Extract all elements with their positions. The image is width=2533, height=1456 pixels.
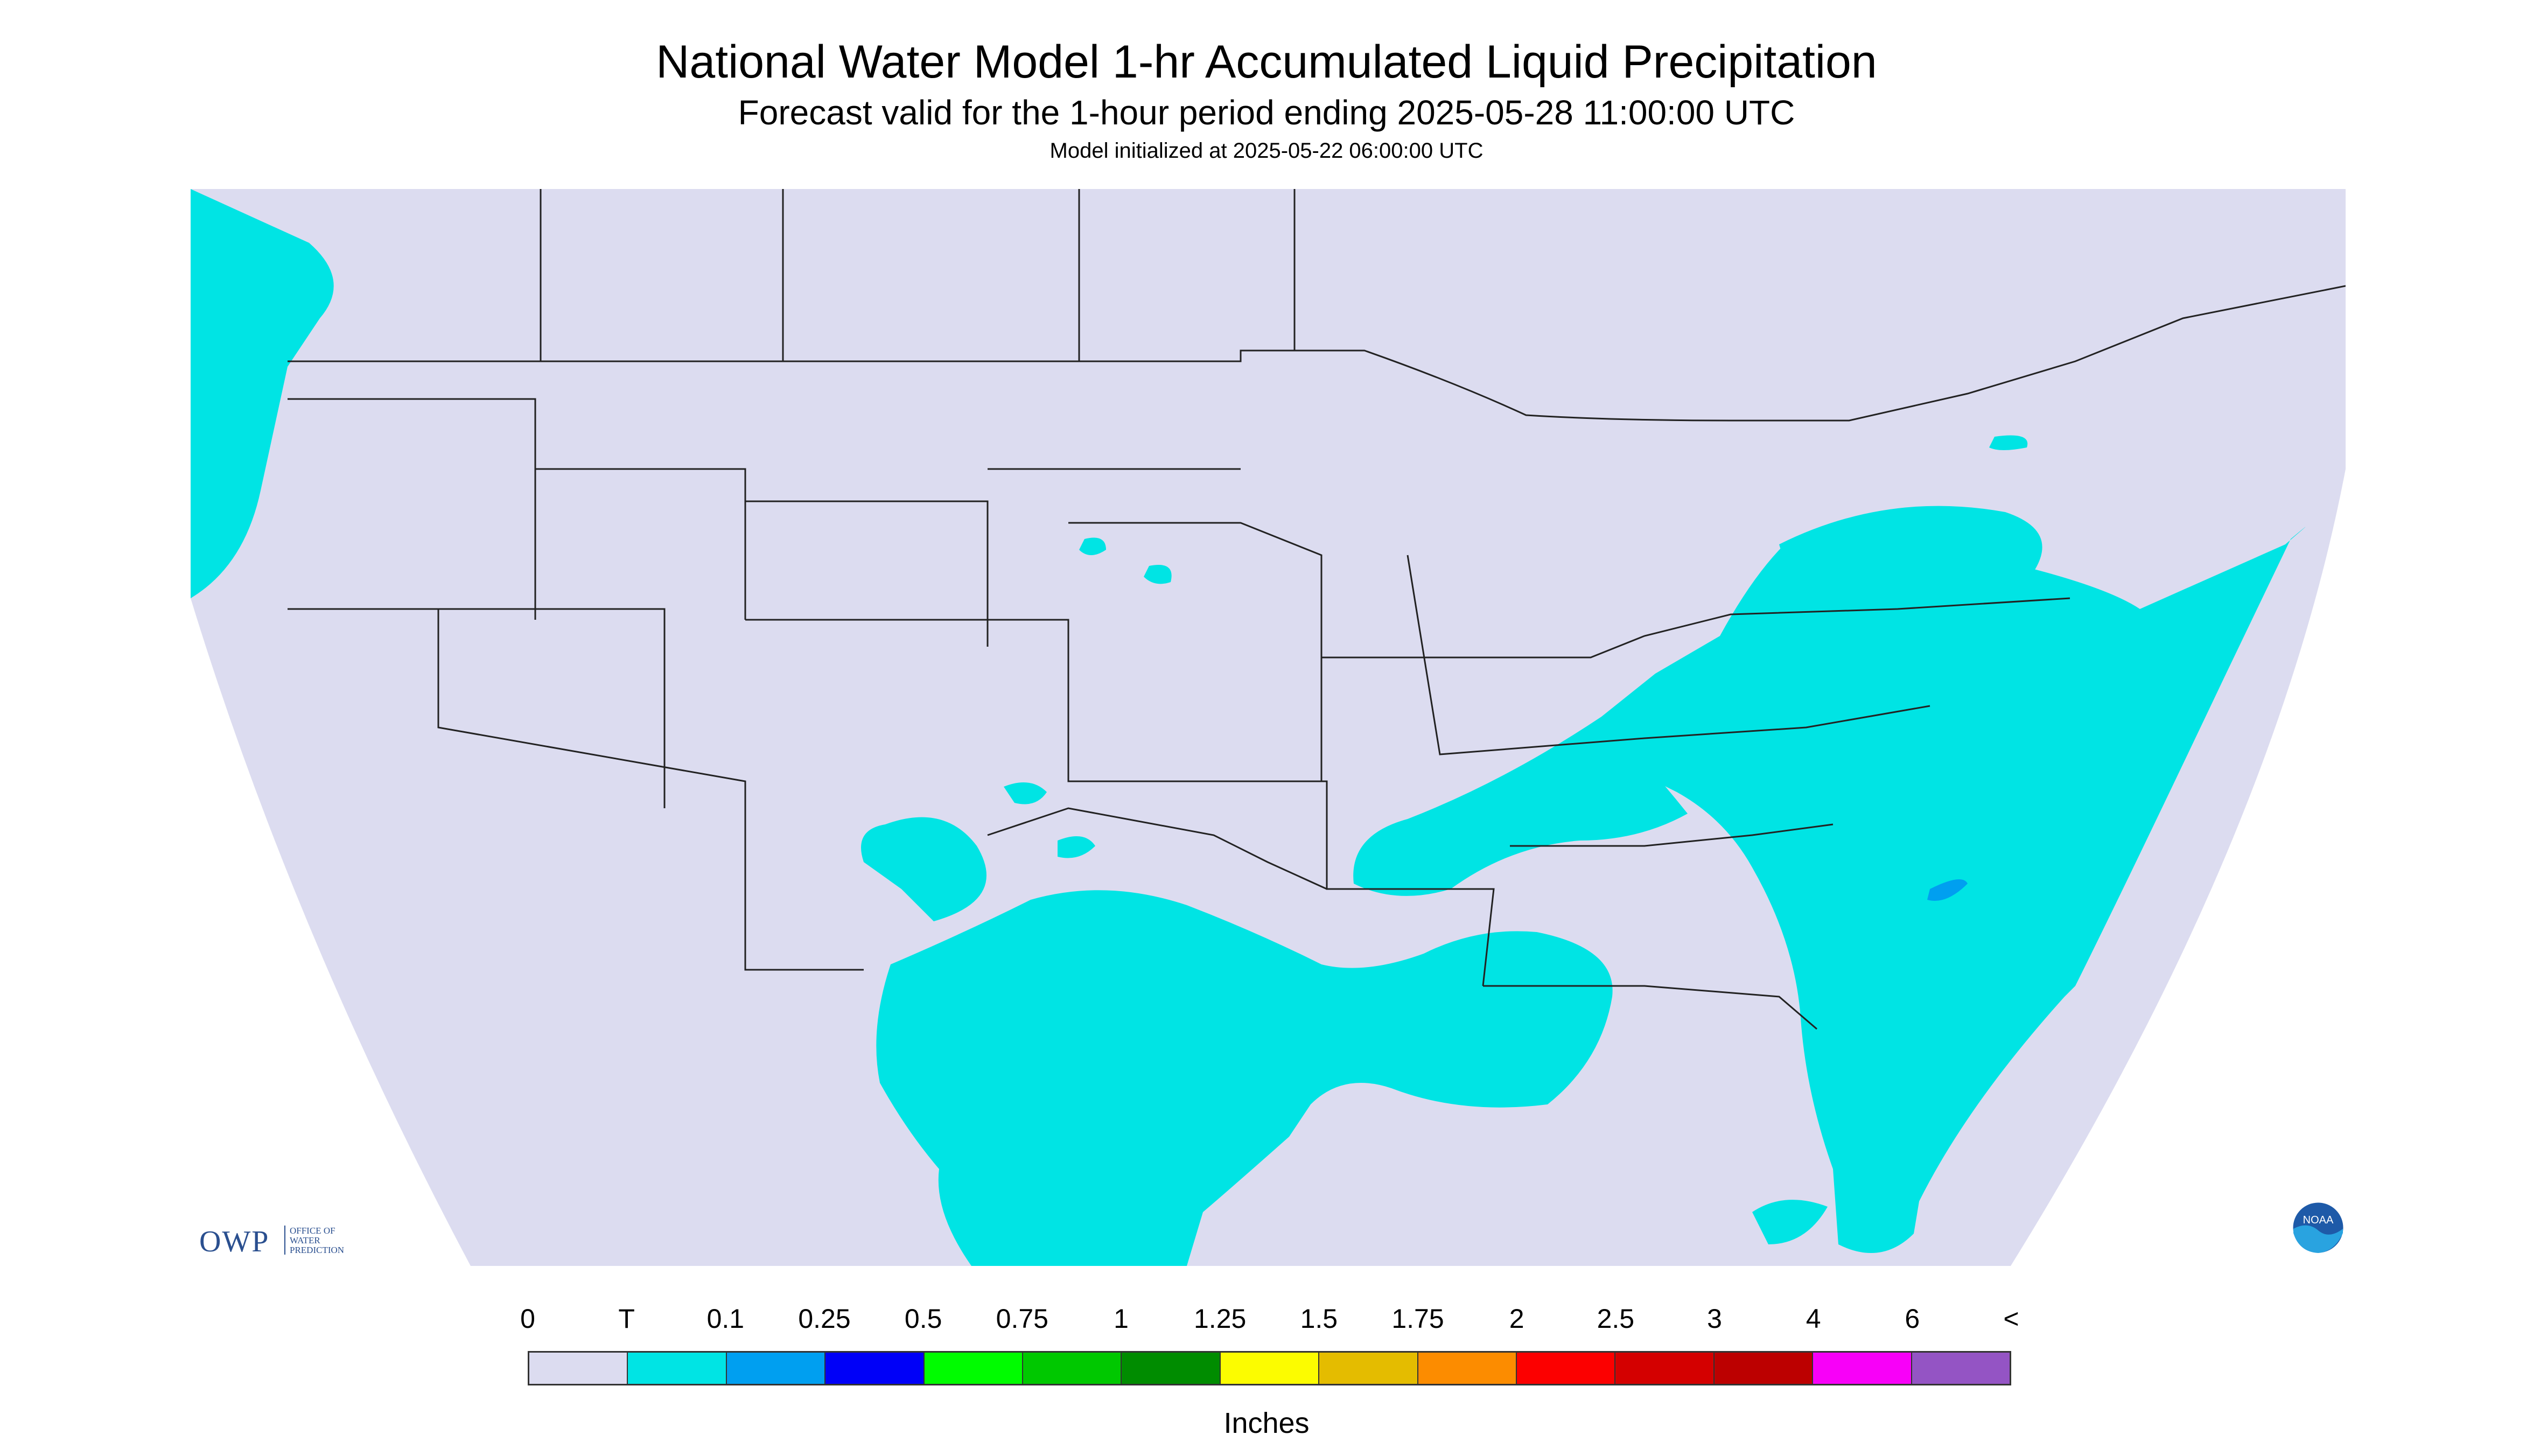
owp-logo-line1: OFFICE OF [290,1226,335,1236]
map-subtitle: Forecast valid for the 1-hour period end… [738,93,1795,132]
legend-units: Inches [1223,1407,1310,1439]
legend-swatch [726,1353,826,1384]
legend-swatch [1714,1353,1814,1384]
legend-label: 0.25 [798,1304,851,1334]
legend-swatch [1517,1353,1616,1384]
legend-label: 0.75 [996,1304,1048,1334]
legend-label: 0.1 [706,1304,745,1334]
legend-label: 1.5 [1300,1304,1338,1334]
legend-label: 3 [1707,1304,1722,1334]
legend-swatch [924,1353,1024,1384]
legend-swatch [825,1353,925,1384]
legend-swatch [628,1353,727,1384]
legend-colorbar [528,1351,2011,1385]
owp-logo-text: OWP [199,1225,270,1258]
noaa-logo: NOAA [2291,1201,2345,1255]
legend-label: 2.5 [1597,1304,1635,1334]
legend-label: 1 [1114,1304,1129,1334]
legend-swatch [1418,1353,1517,1384]
map-title: National Water Model 1-hr Accumulated Li… [656,36,1877,88]
owp-logo-line3: PREDICTION [290,1245,345,1255]
legend-label: 4 [1806,1304,1821,1334]
noaa-logo-text: NOAA [2303,1214,2334,1226]
legend-swatch [1813,1353,1912,1384]
owp-logo-divider [284,1226,285,1255]
legend-label: 1.25 [1193,1304,1247,1334]
legend-swatch [1023,1353,1122,1384]
legend-label: T [618,1304,635,1334]
legend-swatch [529,1353,628,1384]
legend-label: 0.5 [904,1304,942,1334]
legend-label: < [2003,1304,2019,1334]
legend-swatch [1615,1353,1715,1384]
legend-labels: 0 T 0.1 0.25 0.5 0.75 1 1.25 1.5 1.75 2 2.5 3 4 6 < [520,1303,2019,1335]
legend-swatch [1122,1353,1221,1384]
light-precip-area [1927,879,1968,901]
legend-swatch [1319,1353,1418,1384]
legend-label: 6 [1905,1304,1920,1334]
legend-label: 2 [1509,1304,1524,1334]
owp-logo-line2: WATER [290,1235,320,1245]
legend-swatch [1220,1353,1320,1384]
owp-logo: OWP OFFICE OF WATER PREDICTION [199,1221,372,1259]
legend-label: 0 [520,1304,535,1334]
political-borders [288,189,2346,1030]
model-init-line: Model initialized at 2025-05-22 06:00:00… [1049,139,1484,163]
legend-swatch [1912,1353,2010,1384]
precipitation-map [191,189,2346,1266]
legend-label: 1.75 [1391,1304,1444,1334]
